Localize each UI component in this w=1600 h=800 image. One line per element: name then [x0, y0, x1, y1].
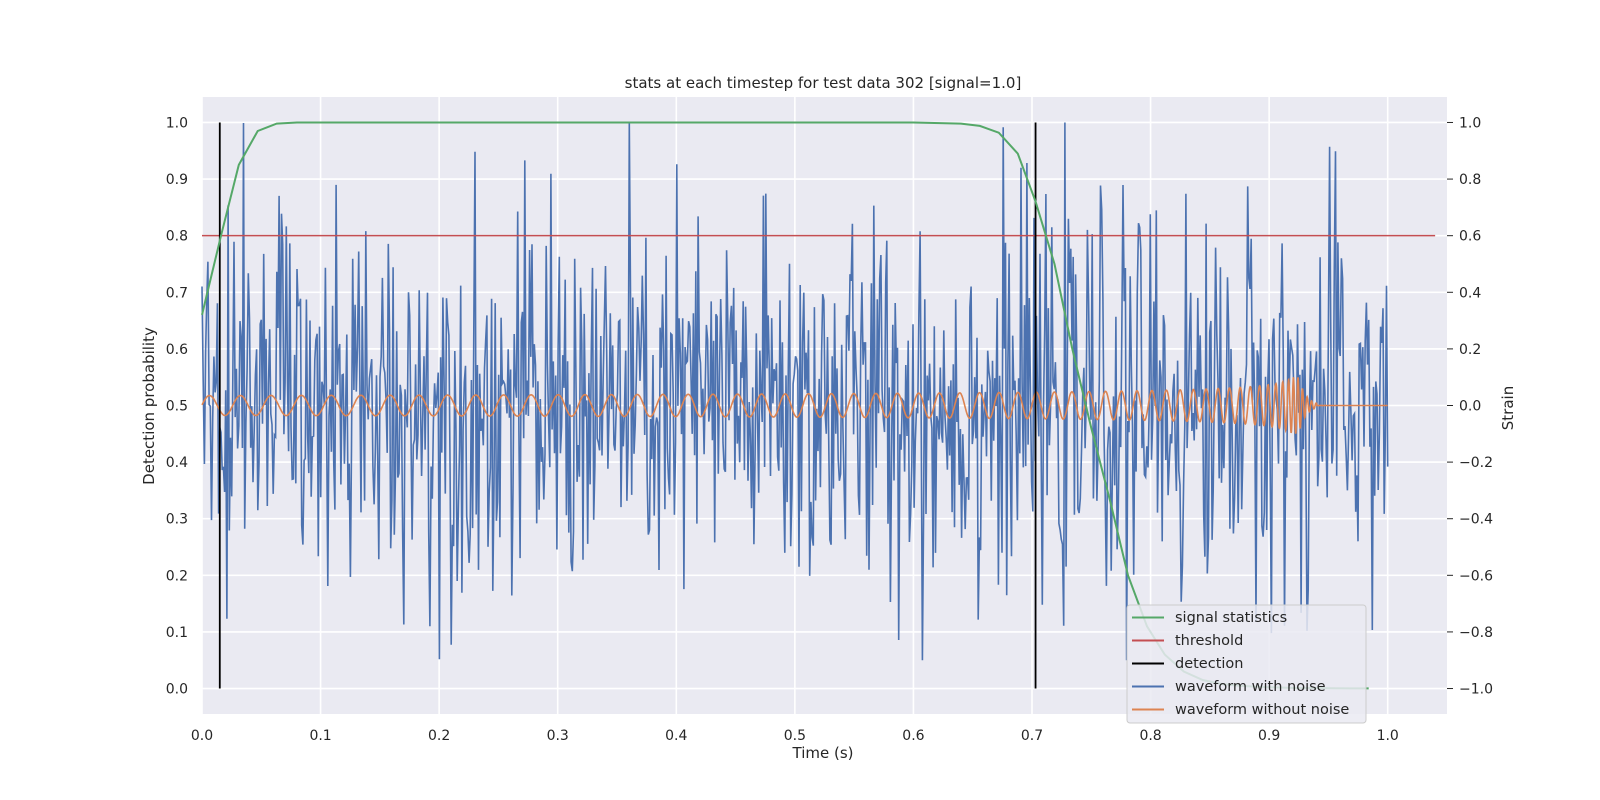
x-tick-label: 0.0 — [191, 728, 213, 744]
legend-label-detection: detection — [1175, 656, 1243, 672]
y-right-tick-label: −0.2 — [1459, 455, 1493, 471]
y-left-tick-label: 0.3 — [166, 512, 188, 528]
legend-label-signal-statistics: signal statistics — [1175, 610, 1287, 626]
x-tick-label: 0.6 — [902, 728, 924, 744]
y-right-tick-label: 0.8 — [1459, 172, 1481, 188]
y-left-tick-label: 0.8 — [166, 229, 188, 245]
y-left-tick-label: 0.2 — [166, 568, 188, 584]
x-tick-label: 0.2 — [428, 728, 450, 744]
x-tick-label: 0.4 — [665, 728, 687, 744]
legend-label-waveform-with-noise: waveform with noise — [1175, 679, 1326, 695]
y-right-tick-label: −0.8 — [1459, 625, 1493, 641]
y-left-tick-label: 1.0 — [166, 115, 188, 131]
y-right-tick-label: −1.0 — [1459, 682, 1493, 698]
chart-title: stats at each timestep for test data 302… — [625, 74, 1022, 92]
legend-label-threshold: threshold — [1175, 633, 1243, 649]
y-axis-right-label: Strain — [1499, 386, 1517, 430]
y-right-tick-label: 0.2 — [1459, 342, 1481, 358]
series-waveform-with-noise — [201, 122, 1389, 661]
x-tick-label: 0.5 — [784, 728, 806, 744]
x-tick-label: 0.1 — [309, 728, 331, 744]
x-tick-label: 0.3 — [547, 728, 569, 744]
legend-label-waveform-without-noise: waveform without noise — [1175, 702, 1349, 718]
legend-box — [1126, 604, 1367, 724]
y-left-tick-label: 0.9 — [166, 172, 188, 188]
y-left-tick-label: 0.7 — [166, 285, 188, 301]
x-tick-label: 0.7 — [1021, 728, 1043, 744]
y-right-tick-label: 0.0 — [1459, 399, 1481, 415]
y-right-tick-label: 0.4 — [1459, 285, 1481, 301]
y-left-tick-label: 0.1 — [166, 625, 188, 641]
x-tick-label: 1.0 — [1377, 728, 1399, 744]
axis-ticks: 0.0 0.1 0.2 0.3 0.4 0.5 0.6 0.7 0.8 0.9 1.0 0.0 0.1 0… — [166, 115, 1493, 744]
y-axis-left-label: Detection probability — [140, 327, 158, 485]
y-right-tick-label: 1.0 — [1459, 115, 1481, 131]
x-tick-label: 0.8 — [1139, 728, 1161, 744]
x-tick-label: 0.9 — [1258, 728, 1280, 744]
y-right-tick-label: −0.4 — [1459, 512, 1493, 528]
legend: signal statistics threshold detection wa… — [1126, 604, 1367, 724]
y-left-tick-label: 0.0 — [166, 682, 188, 698]
y-right-tick-label: 0.6 — [1459, 229, 1481, 245]
y-right-tick-label: −0.6 — [1459, 568, 1493, 584]
y-left-tick-label: 0.6 — [166, 342, 188, 358]
y-left-tick-label: 0.5 — [166, 399, 188, 415]
x-axis-label: Time (s) — [792, 744, 854, 762]
series-waveform-without-noise — [201, 377, 1388, 434]
y-left-tick-label: 0.4 — [166, 455, 188, 471]
